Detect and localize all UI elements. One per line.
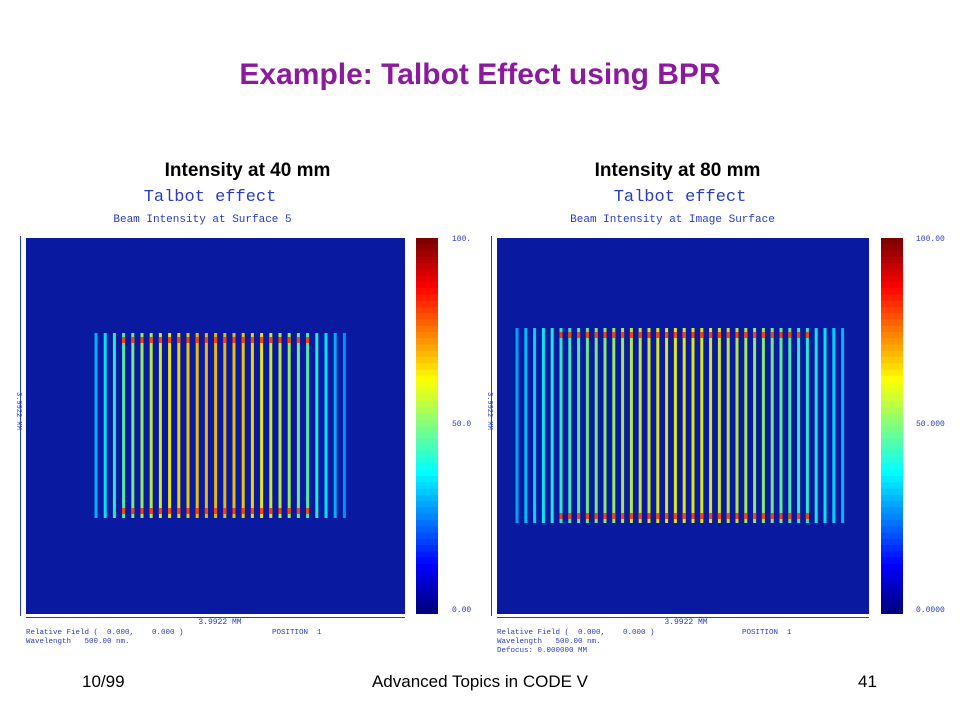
left-colorbar: [416, 238, 438, 614]
right-y-axis-line: [491, 236, 492, 616]
left-plot-subtitle: Beam Intensity at Surface 5: [113, 214, 292, 226]
right-colorbar-tick-max: 100.00: [916, 235, 945, 244]
left-panel-caption: Intensity at 40 mm: [164, 160, 331, 181]
right-info-relative-field: Relative Field ( 0.000, 0.000 ): [497, 629, 655, 637]
footer-page-number: 41: [858, 672, 877, 691]
left-x-axis-label: 3.9922 MM: [198, 618, 242, 627]
right-info-defocus: Defocus: 0.000000 MM: [497, 647, 588, 655]
left-colorbar-tick-min: 0.00: [452, 606, 472, 615]
left-x-axis-line: [26, 617, 405, 618]
footer-date: 10/99: [82, 672, 125, 691]
left-info-wavelength: Wavelength 500.00 nm.: [26, 638, 130, 646]
slide-title: Example: Talbot Effect using BPR: [239, 58, 721, 91]
left-colorbar-tick-max: 100.: [452, 235, 472, 244]
right-info-position: POSITION 1: [742, 629, 792, 637]
left-intensity-map: [26, 238, 405, 614]
left-y-axis-line: [20, 236, 21, 616]
left-info-position: POSITION 1: [272, 629, 322, 637]
left-plot-title: Talbot effect: [143, 188, 277, 207]
right-plot-subtitle: Beam Intensity at Image Surface: [570, 214, 775, 226]
right-colorbar-tick-mid: 50.000: [916, 420, 945, 429]
left-y-axis-label: 3.9922 MM: [14, 392, 22, 430]
right-x-axis-label: 3.9922 MM: [664, 618, 708, 627]
right-panel-caption: Intensity at 80 mm: [594, 160, 761, 181]
right-x-axis-line: [497, 617, 869, 618]
right-plot-title: Talbot effect: [613, 188, 747, 207]
right-intensity-map: [497, 238, 869, 614]
footer-course-title: Advanced Topics in CODE V: [371, 672, 589, 691]
right-y-axis-label: 3.9922 MM: [485, 392, 493, 430]
left-colorbar-tick-mid: 50.0: [452, 420, 472, 429]
left-info-relative-field: Relative Field ( 0.000, 0.000 ): [26, 629, 184, 637]
right-colorbar-tick-min: 0.0000: [916, 606, 945, 615]
right-colorbar: [881, 238, 903, 614]
right-info-wavelength: Wavelength 500.00 nm.: [497, 638, 601, 646]
